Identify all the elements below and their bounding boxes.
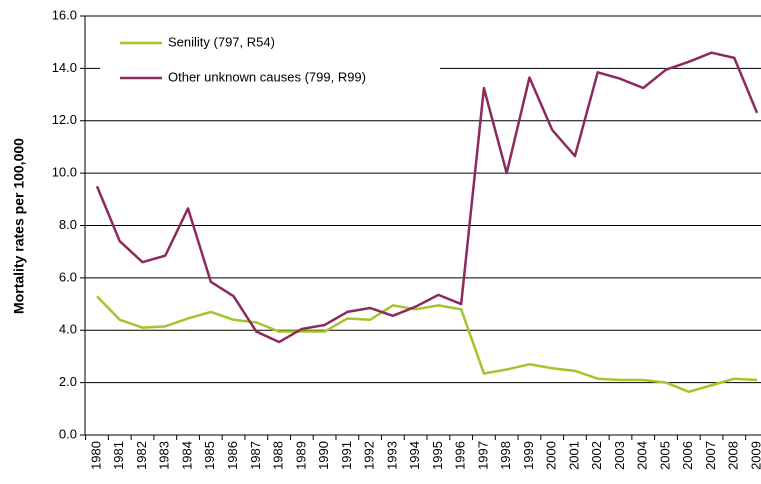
- y-tick-label: 16.0: [52, 7, 77, 22]
- x-tick-label: 2009: [748, 441, 761, 470]
- x-tick-label: 1993: [384, 441, 399, 470]
- x-tick-label: 1981: [111, 441, 126, 470]
- legend-label: Other unknown causes (799, R99): [168, 69, 366, 84]
- x-tick-label: 2004: [635, 441, 650, 470]
- y-tick-label: 8.0: [59, 217, 77, 232]
- x-tick-label: 2007: [703, 441, 718, 470]
- x-tick-label: 1983: [157, 441, 172, 470]
- x-tick-label: 1997: [475, 441, 490, 470]
- x-tick-label: 1999: [521, 441, 536, 470]
- x-tick-label: 1980: [88, 441, 103, 470]
- x-tick-label: 1998: [498, 441, 513, 470]
- x-tick-label: 2000: [544, 441, 559, 470]
- x-tick-label: 2006: [680, 441, 695, 470]
- x-tick-label: 1992: [362, 441, 377, 470]
- x-tick-label: 2002: [589, 441, 604, 470]
- y-tick-label: 0.0: [59, 426, 77, 441]
- legend-label: Senility (797, R54): [168, 34, 275, 49]
- x-tick-label: 1996: [453, 441, 468, 470]
- x-tick-label: 1994: [407, 441, 422, 470]
- series-line: [96, 295, 758, 394]
- y-tick-label: 2.0: [59, 374, 77, 389]
- x-tick-label: 2005: [657, 441, 672, 470]
- x-tick-label: 1990: [316, 441, 331, 470]
- x-tick-label: 1988: [271, 441, 286, 470]
- y-tick-label: 6.0: [59, 269, 77, 284]
- x-tick-label: 1995: [430, 441, 445, 470]
- x-tick-label: 2001: [566, 441, 581, 470]
- x-tick-label: 1989: [293, 441, 308, 470]
- y-axis-label: Mortality rates per 100,000: [11, 138, 27, 314]
- x-tick-label: 1991: [339, 441, 354, 470]
- x-tick-label: 1985: [202, 441, 217, 470]
- x-tick-label: 1986: [225, 441, 240, 470]
- x-tick-label: 1984: [179, 441, 194, 470]
- y-tick-label: 4.0: [59, 322, 77, 337]
- y-tick-label: 10.0: [52, 165, 77, 180]
- x-tick-label: 1987: [248, 441, 263, 470]
- x-tick-label: 2003: [612, 441, 627, 470]
- y-tick-label: 14.0: [52, 60, 77, 75]
- legend-box: [100, 26, 440, 94]
- x-tick-label: 1982: [134, 441, 149, 470]
- y-tick-label: 12.0: [52, 112, 77, 127]
- x-tick-label: 2008: [726, 441, 741, 470]
- series-line: [95, 51, 759, 344]
